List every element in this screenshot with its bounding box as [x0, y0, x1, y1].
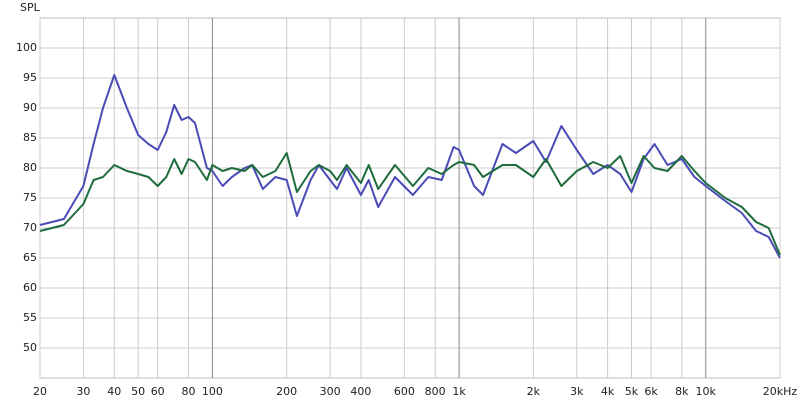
y-tick-label: 90: [23, 101, 37, 114]
x-tick-label: 8k: [675, 385, 689, 398]
x-tick-label: 600: [394, 385, 415, 398]
x-tick-label: 20: [33, 385, 47, 398]
x-tick-label: 800: [425, 385, 446, 398]
x-tick-label: 6k: [644, 385, 658, 398]
x-tick-label: 80: [182, 385, 196, 398]
x-tick-label: 10k: [696, 385, 717, 398]
y-axis-label: SPL: [20, 1, 41, 14]
y-tick-label: 80: [23, 161, 37, 174]
x-tick-label: 40: [107, 385, 121, 398]
x-tick-label: 50: [131, 385, 145, 398]
x-tick-label: 200: [276, 385, 297, 398]
x-tick-label: 60: [151, 385, 165, 398]
x-tick-label: 3k: [570, 385, 584, 398]
y-tick-label: 95: [23, 71, 37, 84]
x-tick-label: 100: [202, 385, 223, 398]
y-tick-label: 70: [23, 221, 37, 234]
x-tick-label: 400: [350, 385, 371, 398]
x-tick-label: 4k: [601, 385, 615, 398]
y-tick-label: 75: [23, 191, 37, 204]
x-tick-label: 2k: [527, 385, 541, 398]
x-tick-label: 5k: [625, 385, 639, 398]
x-tick-label: 20kHz: [763, 385, 798, 398]
y-tick-label: 55: [23, 311, 37, 324]
y-tick-label: 100: [16, 41, 37, 54]
series-line: [39, 152, 781, 256]
y-tick-label: 60: [23, 281, 37, 294]
y-tick-label: 65: [23, 251, 37, 264]
y-tick-label: 50: [23, 341, 37, 354]
x-tick-label: 300: [320, 385, 341, 398]
x-tick-label: 1k: [452, 385, 466, 398]
x-tick-label: 30: [76, 385, 90, 398]
series-line: [39, 74, 781, 259]
y-tick-label: 85: [23, 131, 37, 144]
